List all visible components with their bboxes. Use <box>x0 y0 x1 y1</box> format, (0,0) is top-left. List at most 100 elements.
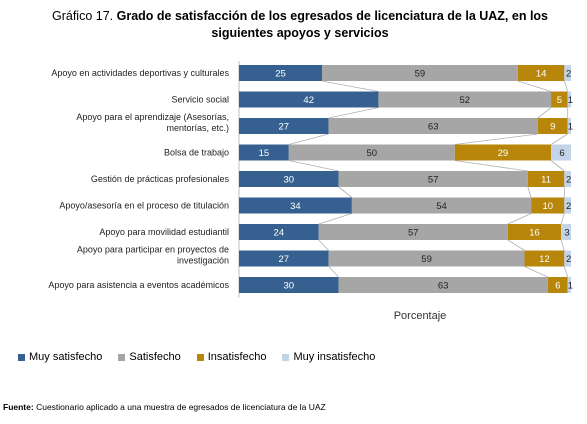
bar-segment <box>328 118 538 134</box>
bar-segment <box>239 65 322 81</box>
data-label: 25 <box>275 69 286 80</box>
legend-label: Muy insatisfecho <box>293 351 376 363</box>
series-connector-line <box>321 80 379 92</box>
source-text: Cuestionario aplicado a una muestra de e… <box>36 402 326 412</box>
legend-swatch <box>282 353 290 361</box>
data-label: 5 <box>557 95 562 106</box>
category-label-line: Apoyo para movilidad estudiantil <box>99 227 229 237</box>
bar-segment <box>239 91 379 108</box>
category-label-line: mentorías, etc.) <box>166 123 229 133</box>
series-connector-line <box>517 80 552 92</box>
bar-segment <box>527 171 565 187</box>
category-label: Servicio social <box>171 95 229 105</box>
data-label: 57 <box>408 228 419 239</box>
chart-title-main: Grado de satisfacción de los egresados d… <box>116 9 548 40</box>
data-label: 59 <box>415 69 426 80</box>
data-label: 14 <box>536 69 547 80</box>
bar-segment <box>239 118 329 134</box>
bar-segment <box>524 250 565 267</box>
data-label: 27 <box>279 122 290 133</box>
series-connector-line <box>338 186 353 198</box>
series-connector-line <box>454 160 528 172</box>
bar-segment <box>239 197 352 214</box>
data-label: 30 <box>284 175 295 186</box>
legend-label: Satisfecho <box>129 351 181 363</box>
bar-segment <box>561 224 571 240</box>
bar-segment <box>564 197 571 214</box>
category-label: Apoyo para el aprendizaje (Asesorías, men… <box>76 112 229 133</box>
series-connector-line <box>454 133 538 145</box>
bar-segment <box>551 144 571 161</box>
series-connector-line <box>550 133 568 145</box>
legend-swatch <box>18 353 25 361</box>
data-label: 2 <box>566 69 571 80</box>
series-connector-line <box>328 266 339 278</box>
bar-segment <box>239 224 319 240</box>
category-label: Apoyo para movilidad estudiantil <box>99 227 229 237</box>
legend-item: Satisfecho <box>118 351 181 363</box>
bar-segment <box>507 224 562 240</box>
x-axis-title: Porcentaje <box>394 310 447 322</box>
bar-segment <box>531 197 565 214</box>
series-connector-line <box>318 239 329 251</box>
bar-segment <box>338 277 548 293</box>
legend-label: Insatisfecho <box>207 351 267 363</box>
data-label: 10 <box>542 201 553 212</box>
series-connector-line <box>288 133 329 145</box>
series-connector-line <box>507 239 525 251</box>
data-label: 59 <box>421 254 432 265</box>
chart-title-prefix: Gráfico 17. <box>51 9 114 23</box>
source-note: Fuente: Cuestionario aplicado a una mues… <box>3 402 326 412</box>
data-label: 9 <box>550 122 555 133</box>
legend-swatch <box>118 353 126 361</box>
series-connector-line <box>507 213 532 225</box>
category-label: Apoyo en actividades deportivas y cultur… <box>51 68 229 78</box>
data-label: 1 <box>568 95 573 106</box>
data-label: 52 <box>459 95 470 106</box>
category-label: Apoyo/asesoría en el proceso de titulaci… <box>59 201 229 211</box>
bar-segment <box>239 277 339 293</box>
source-label: Fuente: <box>3 402 34 412</box>
data-label: 1 <box>568 122 573 133</box>
data-label: 24 <box>274 228 285 239</box>
series-connector-line <box>328 107 379 119</box>
data-label: 3 <box>564 228 569 239</box>
bar-segment <box>567 277 571 293</box>
series-connector-line <box>527 186 532 198</box>
category-label: Apoyo para asistencia a eventos académic… <box>48 280 229 290</box>
category-label-line: Apoyo/asesoría en el proceso de titulaci… <box>59 201 229 211</box>
category-label-line: Gestión de prácticas profesionales <box>91 174 230 184</box>
legend-label: Muy satisfecho <box>29 351 103 363</box>
bar-segment <box>338 171 528 187</box>
series-connector-line <box>560 239 565 251</box>
data-label: 6 <box>555 281 560 292</box>
data-label: 54 <box>436 201 447 212</box>
bar-segment <box>567 91 571 108</box>
legend-item: Muy insatisfecho <box>282 351 375 363</box>
data-label: 15 <box>259 148 270 159</box>
bar-segment <box>328 250 525 267</box>
bar-segment <box>454 144 552 161</box>
chart-title: Gráfico 17. Grado de satisfacción de los… <box>40 8 560 42</box>
category-label: Bolsa de trabajo <box>164 148 229 158</box>
series-connector-line <box>563 266 569 278</box>
data-label: 11 <box>541 175 551 186</box>
legend-item: Muy satisfecho <box>18 351 102 363</box>
bar-segment <box>547 277 568 293</box>
category-label-line: Servicio social <box>171 95 229 105</box>
category-label-line: Apoyo para el aprendizaje (Asesorías, <box>76 112 229 122</box>
series-connector-line <box>563 80 569 92</box>
bar-segment <box>318 224 508 240</box>
bar-segment <box>288 144 455 161</box>
data-label: 27 <box>279 254 290 265</box>
bar-segment <box>564 171 571 187</box>
bar-segment <box>378 91 552 108</box>
data-label: 63 <box>428 122 439 133</box>
category-label-line: investigación <box>177 256 229 266</box>
data-label: 12 <box>539 254 550 265</box>
chart-legend: Muy satisfecho Satisfecho Insatisfecho Muy … <box>18 351 391 363</box>
series-connector-line <box>550 160 565 172</box>
category-label: Gestión de prácticas profesionales <box>91 174 230 184</box>
stacked-bar-chart: Apoyo en actividades deportivas y cultur… <box>48 61 573 322</box>
data-label: 16 <box>529 228 540 239</box>
